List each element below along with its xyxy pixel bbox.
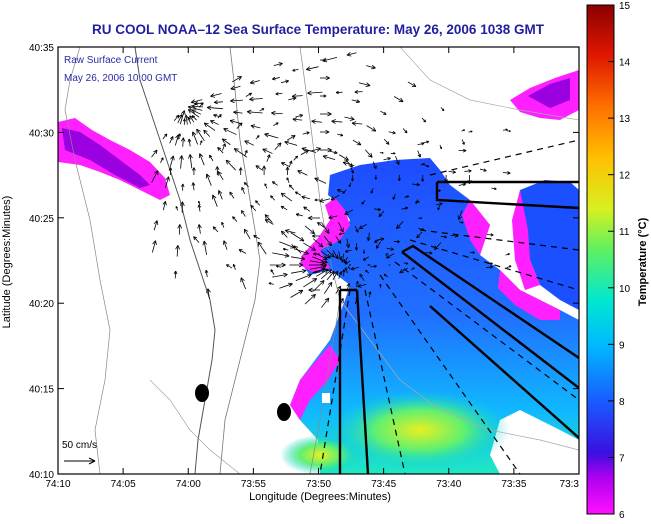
x-axis-label: Longitude (Degrees:Minutes) (249, 491, 391, 503)
station-marker-3 (322, 393, 330, 403)
colorbar-tick-label: 11 (619, 227, 630, 238)
current-vector-head (368, 264, 369, 265)
current-vector-head (223, 241, 224, 245)
y-tick-label: 40:35 (29, 43, 54, 54)
x-tick-label: 73:3 (560, 479, 580, 490)
y-tick-label: 40:15 (29, 385, 54, 396)
current-vector-head (418, 202, 419, 203)
current-vector-head (340, 136, 343, 137)
colorbar (587, 5, 614, 514)
colorbar-tick-label: 13 (619, 114, 631, 125)
station-marker-1 (195, 384, 209, 402)
current-vector-head (256, 166, 260, 167)
chart-title: RU COOL NOAA–12 Sea Surface Temperature:… (92, 22, 545, 37)
colorbar-tick-label: 8 (619, 397, 625, 408)
colorbar-tick-label: 14 (619, 58, 631, 69)
x-tick-label: 73:40 (436, 479, 461, 490)
current-vector-head (494, 189, 496, 190)
y-tick-label: 40:20 (29, 299, 54, 310)
warm-water-spot-2 (280, 435, 360, 475)
y-tick-label: 40:10 (29, 470, 54, 481)
current-vector-head (259, 136, 260, 138)
colorbar-tick-label: 10 (619, 284, 631, 295)
colorbar-tick-label: 9 (619, 340, 625, 351)
colorbar-tick-label: 7 (619, 453, 625, 464)
x-tick-label: 74:00 (176, 479, 201, 490)
x-tick-label: 73:35 (501, 479, 526, 490)
colorbar-tick-label: 15 (619, 1, 631, 12)
inset-label-current: Raw Surface Current (64, 55, 158, 66)
colorbar-tick-label: 12 (619, 171, 631, 182)
x-tick-label: 73:45 (371, 479, 396, 490)
y-axis-label: Latitude (Degrees:Minutes) (1, 196, 13, 329)
x-tick-label: 74:05 (111, 479, 136, 490)
y-tick-label: 40:30 (29, 128, 54, 139)
scale-label: 50 cm/s (62, 440, 97, 451)
x-tick-label: 73:55 (241, 479, 266, 490)
current-vector-head (348, 267, 349, 268)
inset-label-time: May 26, 2006 10:00 GMT (64, 73, 177, 84)
x-tick-label: 73:50 (306, 479, 331, 490)
y-tick-label: 40:25 (29, 214, 54, 225)
colorbar-label: Temperature (°C) (637, 217, 649, 306)
station-marker-2 (277, 403, 291, 421)
current-vector-head (288, 283, 292, 284)
colorbar-tick-label: 6 (619, 510, 625, 519)
current-vector-head (331, 282, 332, 286)
current-vector-head (382, 153, 383, 154)
